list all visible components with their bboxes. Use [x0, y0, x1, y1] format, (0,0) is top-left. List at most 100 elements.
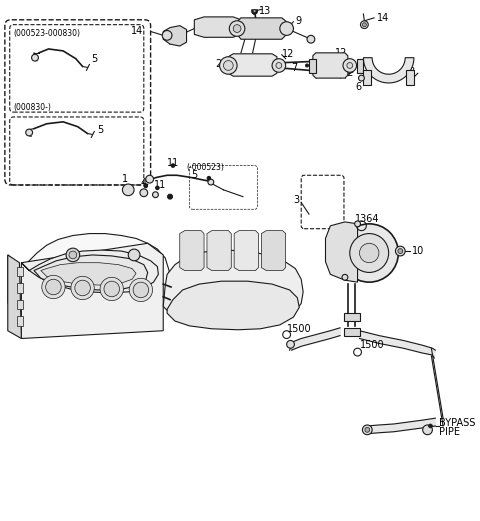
Polygon shape — [344, 313, 360, 321]
Polygon shape — [17, 316, 24, 326]
Text: 10: 10 — [412, 246, 424, 256]
Circle shape — [128, 249, 140, 261]
Circle shape — [42, 275, 65, 299]
Circle shape — [287, 340, 294, 348]
Text: 1500: 1500 — [360, 340, 384, 350]
Circle shape — [359, 64, 362, 67]
Text: 13: 13 — [258, 6, 271, 16]
Polygon shape — [228, 54, 277, 76]
Text: 11: 11 — [167, 158, 180, 168]
Text: 1: 1 — [121, 174, 128, 184]
Circle shape — [122, 184, 134, 196]
Circle shape — [365, 427, 370, 432]
Circle shape — [398, 249, 403, 254]
Circle shape — [355, 221, 360, 227]
Polygon shape — [406, 70, 414, 85]
Circle shape — [153, 192, 158, 197]
Polygon shape — [194, 17, 241, 38]
Circle shape — [208, 179, 214, 185]
Polygon shape — [8, 233, 170, 331]
Polygon shape — [34, 255, 148, 290]
Polygon shape — [207, 231, 231, 270]
Circle shape — [429, 424, 432, 428]
Circle shape — [342, 275, 348, 280]
Polygon shape — [167, 281, 299, 330]
Polygon shape — [360, 331, 435, 358]
Polygon shape — [325, 222, 358, 282]
Text: 1364: 1364 — [355, 214, 379, 224]
Text: 9: 9 — [295, 16, 301, 26]
Circle shape — [362, 425, 372, 435]
Polygon shape — [234, 231, 258, 270]
Circle shape — [133, 282, 149, 297]
Polygon shape — [22, 250, 158, 293]
Text: BYPASS: BYPASS — [439, 418, 476, 428]
Circle shape — [129, 278, 153, 302]
Polygon shape — [17, 283, 24, 293]
Circle shape — [280, 22, 293, 35]
Circle shape — [71, 276, 94, 300]
Circle shape — [276, 63, 282, 68]
Circle shape — [343, 59, 357, 72]
Circle shape — [162, 31, 172, 40]
Polygon shape — [357, 59, 363, 73]
Circle shape — [66, 248, 80, 262]
Polygon shape — [291, 328, 340, 350]
Circle shape — [360, 21, 368, 29]
Circle shape — [396, 246, 405, 256]
Text: (-000523): (-000523) — [187, 163, 225, 172]
Circle shape — [340, 224, 398, 282]
Circle shape — [253, 9, 256, 13]
Text: 8: 8 — [408, 67, 414, 77]
Text: 12: 12 — [342, 68, 354, 78]
Text: 6: 6 — [356, 82, 362, 92]
Circle shape — [306, 64, 309, 67]
Polygon shape — [262, 231, 286, 270]
Circle shape — [46, 279, 61, 295]
Circle shape — [75, 280, 90, 296]
Circle shape — [224, 60, 233, 70]
Circle shape — [307, 35, 315, 43]
Circle shape — [26, 129, 33, 136]
Circle shape — [350, 233, 389, 272]
Circle shape — [229, 21, 245, 36]
Text: 12: 12 — [282, 49, 294, 59]
Text: 4: 4 — [141, 178, 147, 188]
Text: 5: 5 — [192, 170, 198, 180]
Polygon shape — [180, 231, 204, 270]
Circle shape — [272, 59, 286, 72]
Circle shape — [233, 24, 241, 32]
Polygon shape — [41, 263, 136, 285]
Text: (000523-000830): (000523-000830) — [13, 29, 81, 38]
Polygon shape — [432, 348, 443, 426]
Text: (000830-): (000830-) — [13, 103, 51, 111]
Polygon shape — [363, 58, 414, 83]
Circle shape — [252, 9, 257, 15]
Circle shape — [347, 63, 353, 68]
Text: 12: 12 — [335, 48, 348, 58]
Polygon shape — [17, 300, 24, 309]
Circle shape — [362, 23, 366, 27]
Circle shape — [32, 54, 38, 61]
Polygon shape — [237, 18, 287, 39]
Text: 11: 11 — [154, 180, 166, 190]
Circle shape — [219, 57, 237, 74]
Polygon shape — [17, 267, 24, 276]
Circle shape — [156, 186, 159, 190]
Text: 2: 2 — [216, 58, 222, 69]
Text: 7: 7 — [291, 64, 298, 73]
Circle shape — [168, 194, 172, 199]
Text: 14: 14 — [131, 27, 144, 36]
Circle shape — [171, 164, 175, 167]
Polygon shape — [22, 243, 163, 339]
Text: 5: 5 — [91, 54, 97, 64]
Circle shape — [207, 177, 211, 180]
Circle shape — [144, 184, 147, 188]
Polygon shape — [163, 26, 187, 46]
Circle shape — [423, 425, 432, 435]
Text: 14: 14 — [377, 13, 389, 23]
Circle shape — [359, 75, 364, 81]
Circle shape — [69, 251, 77, 259]
Polygon shape — [344, 328, 360, 336]
Circle shape — [252, 8, 257, 14]
